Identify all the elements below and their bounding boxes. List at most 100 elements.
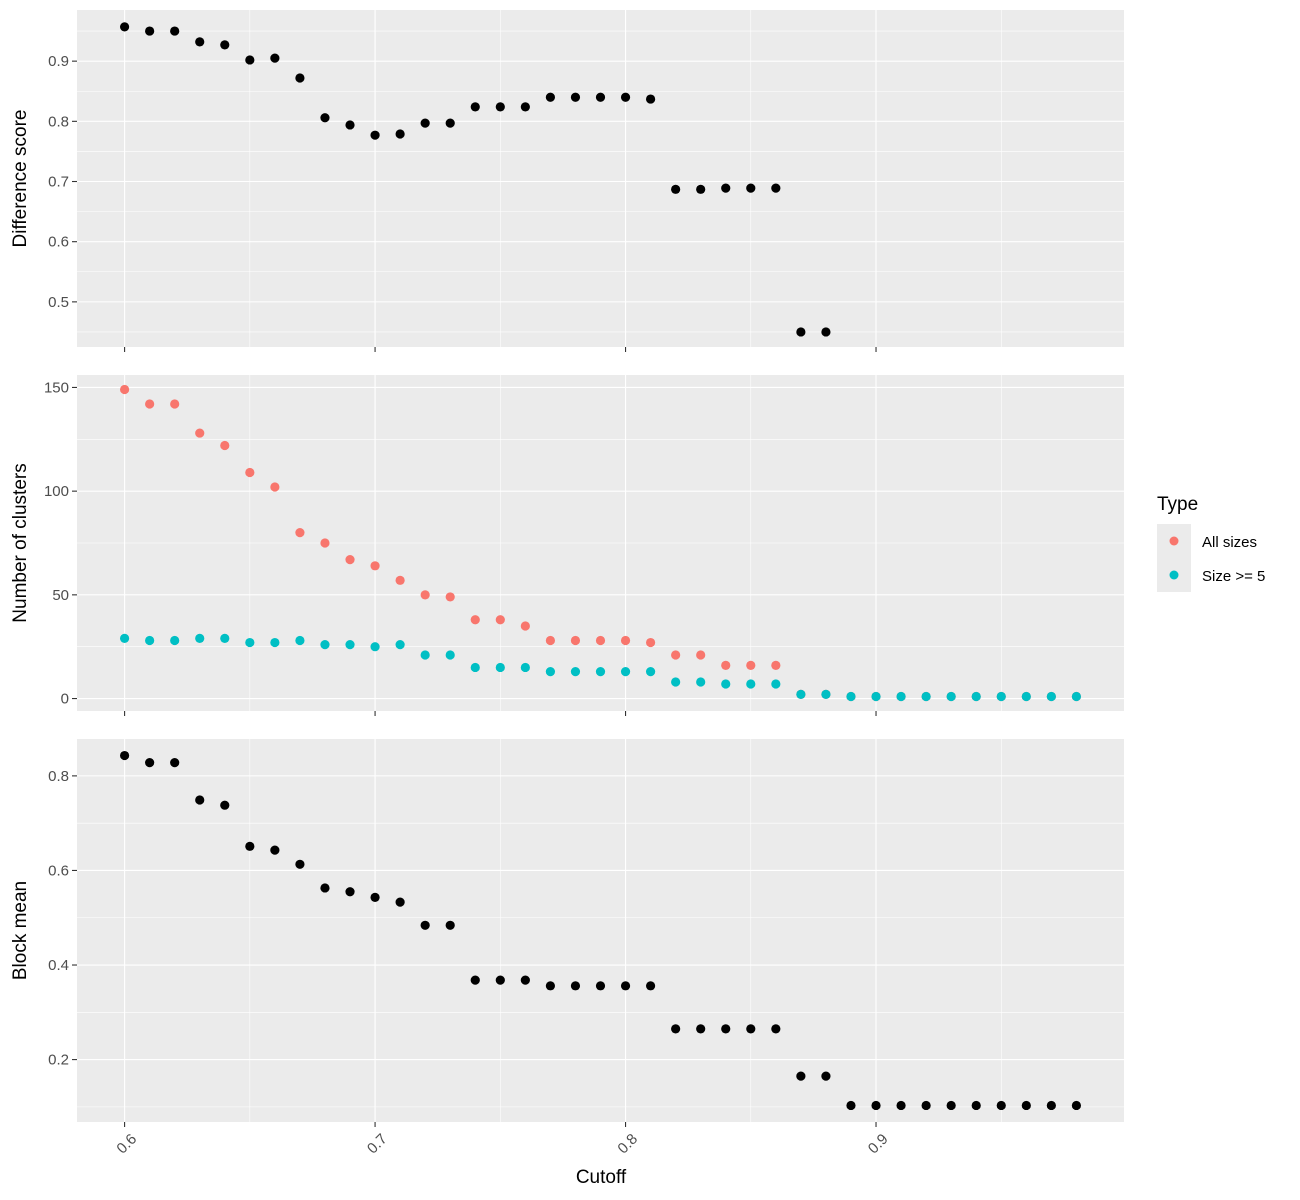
data-point [846, 1100, 856, 1111]
data-point [420, 118, 430, 128]
points-top [119, 22, 831, 337]
data-point [696, 184, 706, 194]
legend-title: Type [1157, 494, 1198, 515]
data-point [896, 691, 906, 702]
data-point [971, 1100, 981, 1111]
y-tick-label: 0.2 [48, 1052, 69, 1069]
points-bottom [119, 750, 1082, 1111]
data-point [270, 53, 280, 63]
data-point [170, 635, 180, 646]
data-point [796, 1071, 806, 1081]
data-point [295, 73, 305, 83]
legend-key-size-5 [1169, 570, 1179, 580]
panels-group: 0.5 0.6 0.7 0.8 0.9 Difference score 0 50 100 150… [10, 10, 1124, 1127]
data-point [721, 1024, 731, 1034]
data-point [245, 841, 255, 851]
data-point [1021, 691, 1031, 702]
data-point [896, 1100, 906, 1111]
legend: Type All sizes Size >= 5 [1157, 494, 1265, 592]
data-point [595, 666, 606, 677]
data-point [620, 981, 631, 991]
data-point [145, 758, 155, 768]
x-tick-label: 0.8 [614, 1131, 641, 1158]
data-point [721, 183, 731, 193]
data-point [220, 800, 230, 810]
data-point [445, 650, 455, 660]
data-point [971, 691, 981, 702]
data-point [595, 635, 606, 646]
data-point [620, 635, 631, 646]
data-point [345, 640, 355, 650]
data-point [420, 920, 430, 930]
data-point [395, 575, 405, 585]
data-point [345, 120, 355, 130]
x-axis: 0.6 0.7 0.8 0.9 [113, 1131, 891, 1158]
data-point [921, 691, 931, 702]
data-point [946, 691, 956, 702]
x-tick-label: 0.6 [113, 1131, 140, 1158]
legend-label-all-sizes: All sizes [1202, 534, 1257, 551]
data-point [821, 689, 831, 700]
y-axis-title-bottom: Block mean [10, 881, 31, 980]
data-point [119, 384, 130, 395]
panel-bottom: 0.2 0.4 0.6 0.8 Block mean [10, 739, 1124, 1127]
data-point [320, 538, 330, 548]
data-point [170, 26, 180, 36]
y-tick-label: 0.6 [48, 862, 69, 879]
panel-top: 0.5 0.6 0.7 0.8 0.9 Difference score [10, 10, 1124, 352]
data-point [645, 94, 656, 104]
data-point [1071, 691, 1082, 702]
data-point [195, 428, 205, 438]
data-point [570, 92, 581, 102]
data-point [746, 660, 756, 670]
data-point [445, 920, 455, 930]
y-tick-label: 0.9 [48, 53, 69, 70]
data-point [520, 102, 530, 112]
data-point [420, 590, 430, 600]
data-point [195, 37, 205, 47]
data-point [871, 1100, 881, 1111]
data-point [495, 102, 505, 112]
y-tick-label: 0.6 [48, 234, 69, 251]
panel-middle: 0 50 100 150 Number of clusters [10, 375, 1124, 716]
data-point [996, 1100, 1006, 1111]
data-point [570, 635, 581, 646]
data-point [370, 892, 380, 903]
data-point [119, 633, 130, 644]
data-point [946, 1100, 956, 1111]
data-point [245, 467, 255, 478]
data-point [170, 399, 180, 409]
data-point [145, 26, 155, 36]
data-point [270, 482, 280, 492]
data-point [696, 677, 706, 687]
data-point [445, 592, 455, 602]
data-point [645, 637, 656, 648]
data-point [245, 637, 255, 648]
data-point [345, 887, 355, 897]
y-tick-label: 0 [61, 691, 69, 708]
y-tick-label: 0.8 [48, 113, 69, 130]
data-point [520, 975, 530, 985]
data-point [771, 679, 781, 689]
data-point [295, 635, 305, 646]
x-axis-title: Cutoff [576, 1167, 627, 1188]
data-point [846, 691, 856, 702]
data-point [545, 92, 556, 102]
points-middle [119, 384, 1082, 702]
data-point [370, 130, 380, 140]
data-point [796, 327, 806, 337]
x-tick-label: 0.7 [364, 1131, 391, 1158]
data-point [245, 55, 255, 65]
data-point [821, 1071, 831, 1081]
legend-key-all-sizes [1169, 536, 1179, 546]
data-point [145, 635, 155, 646]
data-point [1046, 691, 1056, 702]
data-point [320, 640, 330, 650]
panel-background [77, 10, 1124, 347]
data-point [220, 440, 230, 451]
data-point [871, 691, 881, 702]
data-point [620, 666, 631, 677]
data-point [645, 981, 656, 991]
data-point [996, 691, 1006, 702]
data-point [1046, 1100, 1056, 1111]
